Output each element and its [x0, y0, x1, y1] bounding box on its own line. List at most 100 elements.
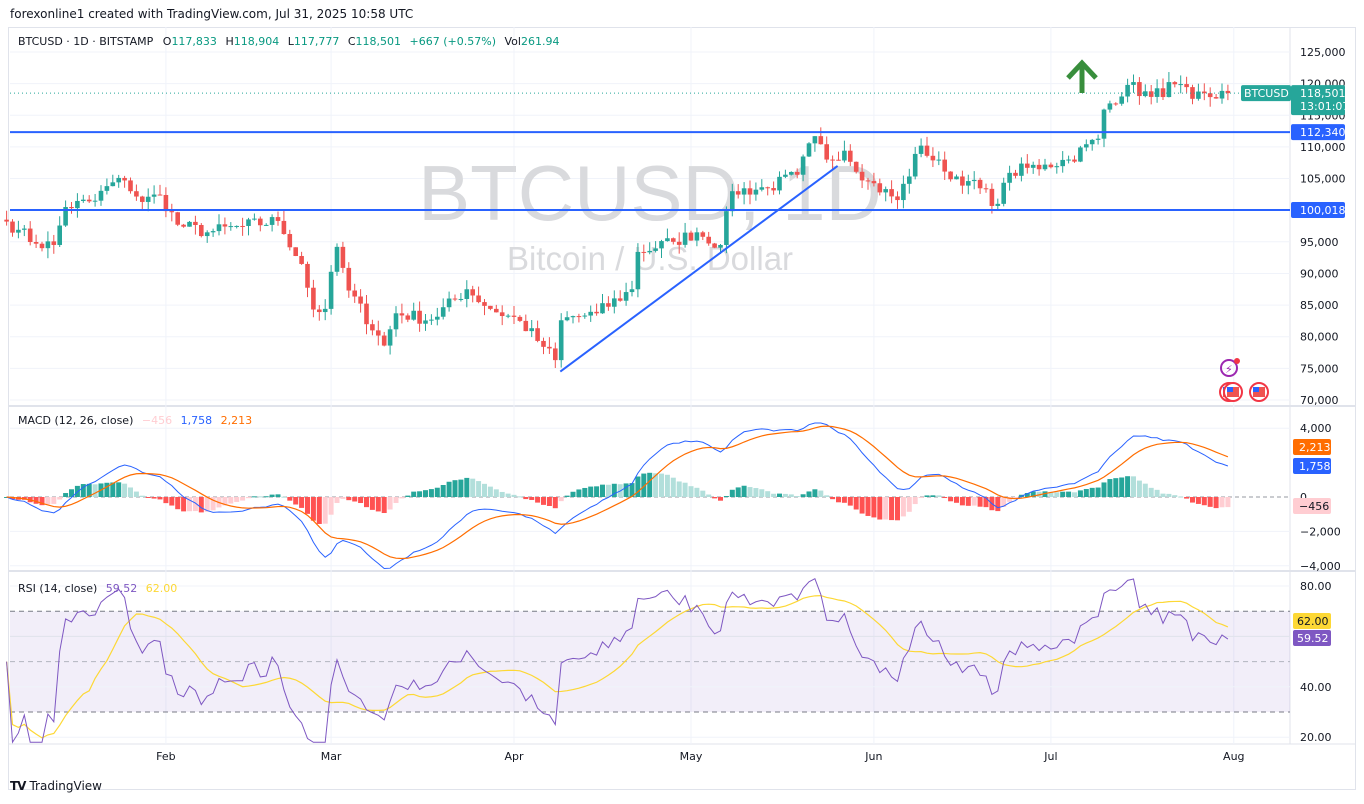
histogram-bar [198, 497, 204, 513]
histogram-bar [936, 495, 942, 497]
histogram-bar [1089, 487, 1095, 497]
histogram-bar [1030, 491, 1036, 497]
candle-body [901, 183, 906, 201]
last-price-label: 118,501 [1300, 87, 1346, 100]
lightning-glyph: ⚡ [1225, 363, 1233, 376]
time-axis-label: Jun [864, 750, 882, 763]
rsi-ma-line[interactable] [6, 595, 1229, 739]
signal-line[interactable] [6, 425, 1229, 560]
candle-body [1172, 82, 1178, 85]
candle-body [234, 225, 239, 227]
candle-body [1113, 103, 1119, 105]
candle-body [789, 171, 794, 175]
histogram-bar [623, 483, 629, 497]
histogram-bar [1007, 497, 1013, 502]
arrow-head [1066, 59, 1098, 80]
histogram-bar [458, 479, 464, 497]
histogram-bar [1225, 497, 1231, 508]
change-value: +667 (+0.57%) [409, 35, 496, 48]
histogram-bar [541, 497, 546, 505]
histogram-bar [930, 495, 936, 497]
candle-body [1148, 91, 1154, 97]
events-icons[interactable]: ⚡ [1219, 358, 1269, 402]
rsi-value-tag [1293, 630, 1331, 646]
candle-body [494, 308, 499, 313]
histogram-bar [116, 482, 122, 497]
histogram-bar [1148, 487, 1154, 497]
candle-body [948, 171, 953, 180]
candle-body [482, 302, 487, 306]
histogram-bar [240, 497, 246, 501]
candle-body [322, 308, 328, 313]
trendline[interactable] [559, 165, 839, 373]
time-axis-label: Aug [1223, 750, 1244, 763]
tradingview-footer[interactable]: 𝗧𝗩 TradingView [10, 779, 102, 793]
candle-body [122, 177, 127, 181]
histogram-bar [765, 491, 771, 497]
histogram-bar [375, 497, 381, 512]
candle-body [216, 224, 222, 232]
histogram-bar [818, 490, 824, 497]
macd-line[interactable] [6, 422, 1229, 570]
histogram-bar [405, 495, 411, 497]
candle-body [128, 180, 133, 192]
candle-body [966, 181, 971, 186]
candle-body [747, 188, 753, 195]
macd-legend[interactable]: MACD (12, 26, close) −456 1,758 2,213 [18, 414, 257, 427]
lightning-event-icon[interactable] [1220, 359, 1238, 377]
candle-body [328, 271, 334, 309]
candle-body [871, 181, 877, 184]
macd-histogram[interactable] [4, 472, 1231, 524]
candle-body [1178, 84, 1183, 86]
candle-body [435, 316, 440, 320]
candle-body [895, 196, 900, 201]
histogram-bar [895, 497, 900, 521]
candle-body [671, 238, 676, 242]
histogram-bar [482, 483, 487, 497]
histogram-bar [299, 497, 305, 508]
symbol-tag-label: BTCUSD [1244, 87, 1289, 100]
candle-body [812, 136, 818, 144]
arrow-up-icon[interactable] [1066, 59, 1098, 93]
candle-body [635, 251, 641, 290]
candle-body [399, 313, 405, 316]
candle-body [1107, 103, 1113, 110]
symbol-legend[interactable]: BTCUSD · 1D · BITSTAMP O117,833 H118,904… [18, 35, 564, 48]
candle-body [405, 315, 411, 320]
histogram-bar [794, 496, 800, 498]
candle-body [10, 221, 15, 233]
candle-body [346, 267, 352, 291]
candle-body [629, 289, 635, 293]
candle-body [659, 241, 664, 249]
candle-body [794, 171, 800, 175]
candle-body [145, 196, 151, 202]
flag-canton [1227, 387, 1233, 392]
candle-body [588, 311, 593, 316]
histogram-bar [594, 486, 600, 497]
candle-body [676, 241, 682, 245]
candle-body [210, 231, 216, 233]
rsi-line[interactable] [6, 577, 1229, 744]
rsi-legend[interactable]: RSI (14, close) 59.52 62.00 [18, 582, 182, 595]
histogram-bar [387, 497, 393, 510]
candlestick-series[interactable] [4, 72, 1231, 368]
histogram-bar [1125, 476, 1131, 497]
candle-body [1072, 159, 1077, 162]
candle-body [735, 191, 741, 195]
candle-body [865, 180, 871, 182]
histogram-bar [942, 497, 948, 499]
candle-body [1154, 88, 1160, 97]
histogram-bar [529, 497, 535, 500]
candle-body [830, 159, 835, 161]
histogram-bar [706, 494, 712, 497]
price-axis-label: 90,000 [1300, 267, 1339, 280]
histogram-bar [364, 497, 369, 508]
candle-body [836, 159, 841, 161]
histogram-bar [664, 474, 670, 497]
candle-body [1030, 164, 1036, 168]
histogram-bar [570, 491, 576, 497]
time-axis-label: Apr [504, 750, 524, 763]
histogram-bar [145, 497, 151, 498]
histogram-bar [1066, 491, 1072, 497]
